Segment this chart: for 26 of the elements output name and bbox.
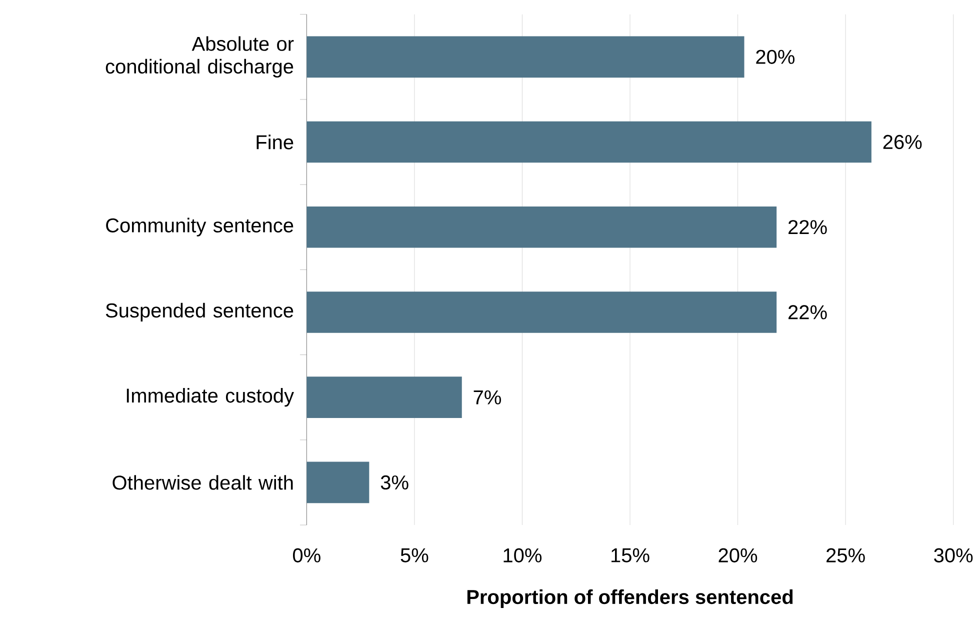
x-tick-label: 25% <box>826 548 865 562</box>
data-label: 7% <box>474 390 501 404</box>
bar <box>306 462 370 504</box>
data-label: 22% <box>788 305 827 320</box>
x-tick-label: 5% <box>400 548 428 562</box>
bar <box>306 292 777 333</box>
bar <box>306 206 777 248</box>
bar <box>306 36 744 78</box>
x-tick-label: 15% <box>612 548 650 562</box>
y-tick-label: Community sentence <box>106 218 294 236</box>
x-tick-label: 10% <box>504 548 542 562</box>
data-label: 26% <box>883 134 922 150</box>
x-tick-label: 30% <box>934 548 973 562</box>
y-tick-label: Suspended sentence <box>106 302 294 322</box>
x-tick-label: 0% <box>292 548 320 562</box>
bar <box>306 376 462 418</box>
x-tick-label: 20% <box>718 548 758 562</box>
y-tick-label: Otherwise dealt with <box>112 475 293 490</box>
x-axis-title: Proportion of offenders sentenced <box>467 589 793 608</box>
data-label: 22% <box>788 220 827 234</box>
y-tick-label: Immediate custody <box>126 388 294 407</box>
data-label: 3% <box>380 475 408 490</box>
data-label: 20% <box>756 50 794 64</box>
y-tick-label: Absolute or conditional discharge <box>106 36 294 78</box>
bar <box>306 121 872 163</box>
y-tick-label: Fine <box>256 134 294 150</box>
